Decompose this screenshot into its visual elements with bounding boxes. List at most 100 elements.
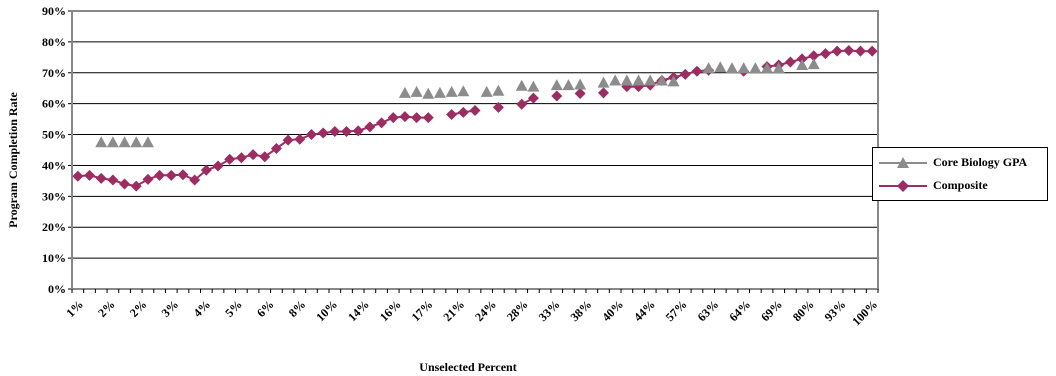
core-biology-gpa-point: [550, 79, 563, 91]
core-biology-gpa-point: [562, 79, 575, 91]
core-biology-gpa-point: [714, 61, 727, 73]
x-axis-label: Unselected Percent: [419, 360, 516, 374]
core-biology-gpa-point: [515, 79, 528, 91]
series-core-biology-gpa: [95, 58, 820, 148]
x-tick-label: 38%: [567, 297, 594, 324]
composite-point: [597, 87, 609, 99]
x-tick-label: 17%: [409, 297, 436, 324]
composite-point: [130, 180, 142, 192]
x-tick-label: 69%: [758, 297, 785, 324]
core-biology-gpa-point: [597, 76, 610, 88]
composite-point: [679, 68, 691, 80]
core-biology-gpa-point: [398, 86, 411, 98]
x-tick-label: 40%: [599, 297, 626, 324]
x-tick-label: 1%: [63, 297, 86, 320]
composite-point: [224, 153, 236, 165]
composite-point: [866, 45, 878, 57]
composite-point: [457, 106, 469, 118]
y-tick-label: 80%: [42, 35, 66, 49]
core-biology-gpa-point: [492, 84, 505, 96]
core-biology-gpa-point: [527, 80, 540, 92]
core-biology-gpa-point: [772, 62, 785, 74]
plot-frame: [71, 10, 879, 290]
y-tick-label: 60%: [42, 97, 66, 111]
composite-point: [247, 149, 259, 161]
composite-point: [854, 45, 866, 57]
grid-lines: [68, 10, 879, 290]
core-biology-gpa-point: [655, 74, 668, 86]
composite-point: [200, 164, 212, 176]
composite-point: [796, 53, 808, 65]
core-biology-gpa-point: [644, 74, 657, 86]
x-tick-label: 10%: [313, 297, 340, 324]
y-tick-labels: 0% 10% 20% 30% 40% 50% 60% 70% 80% 90%: [42, 4, 66, 296]
core-biology-gpa-point: [445, 85, 458, 97]
composite-point: [165, 169, 177, 181]
x-tick-label: 2%: [95, 297, 118, 320]
core-biology-gpa-point: [807, 58, 820, 70]
x-tick-label: 33%: [536, 297, 563, 324]
y-tick-label: 40%: [42, 158, 66, 172]
composite-point: [446, 108, 458, 120]
core-biology-gpa-point: [118, 136, 131, 148]
composite-point: [329, 125, 341, 137]
x-tick-labels: 1% 2% 2% 3% 4% 5% 6% 8% 10% 14% 16% 17% 21% 24% 28% 33%…: [63, 289, 880, 328]
core-biology-gpa-point: [130, 136, 143, 148]
legend-swatch-triangle: [879, 157, 927, 168]
composite-point: [411, 112, 423, 124]
composite-point: [352, 125, 364, 137]
core-biology-gpa-point: [141, 136, 154, 148]
core-biology-gpa-point: [702, 62, 715, 74]
core-biology-gpa-point: [480, 85, 493, 97]
legend: Core Biology GPA Composite: [872, 147, 1048, 201]
core-biology-gpa-point: [725, 62, 738, 74]
y-tick-label: 0%: [48, 282, 66, 296]
composite-point: [492, 101, 504, 113]
core-biology-gpa-point: [667, 75, 680, 87]
core-biology-gpa-point: [632, 74, 645, 86]
core-biology-gpa-point: [410, 85, 423, 97]
composite-point: [189, 174, 201, 186]
composite-point: [317, 127, 329, 139]
composite-point: [235, 152, 247, 164]
y-tick-label: 50%: [42, 128, 66, 142]
y-tick-label: 70%: [42, 66, 66, 80]
x-tick-label: 3%: [159, 297, 182, 320]
core-biology-gpa-point: [457, 85, 470, 97]
x-tick-label: 57%: [663, 297, 690, 324]
y-tick-label: 30%: [42, 189, 66, 203]
core-biology-gpa-point: [95, 136, 108, 148]
composite-point: [341, 125, 353, 137]
legend-item-core-biology-gpa: Core Biology GPA: [873, 153, 1049, 173]
composite-point: [516, 98, 528, 110]
x-tick-label: 8%: [286, 297, 309, 320]
y-axis-label: Program Completion Rate: [6, 91, 20, 227]
composite-point: [154, 169, 166, 181]
composite-point: [107, 174, 119, 186]
y-tick-label: 90%: [42, 4, 66, 18]
composite-point: [551, 90, 563, 102]
x-tick-label: 64%: [726, 297, 753, 324]
core-biology-gpa-point: [620, 74, 633, 86]
composite-point: [527, 92, 539, 104]
composite-point: [469, 104, 481, 116]
composite-point: [84, 169, 96, 181]
composite-point: [819, 48, 831, 60]
x-tick-label: 21%: [440, 297, 467, 324]
core-biology-gpa-point: [574, 78, 587, 90]
composite-point: [831, 45, 843, 57]
composite-point: [843, 45, 855, 57]
x-tick-label: 16%: [377, 297, 404, 324]
composite-point: [387, 112, 399, 124]
x-tick-label: 28%: [504, 297, 531, 324]
x-tick-label: 100%: [849, 297, 880, 328]
composite-point: [142, 173, 154, 185]
core-biology-gpa-point: [433, 86, 446, 98]
core-biology-gpa-point: [761, 62, 774, 74]
composite-point: [376, 117, 388, 129]
x-tick-label: 63%: [695, 297, 722, 324]
legend-swatch-diamond: [879, 180, 927, 192]
composite-point: [282, 134, 294, 146]
core-biology-gpa-point: [609, 74, 622, 86]
composite-point: [422, 112, 434, 124]
